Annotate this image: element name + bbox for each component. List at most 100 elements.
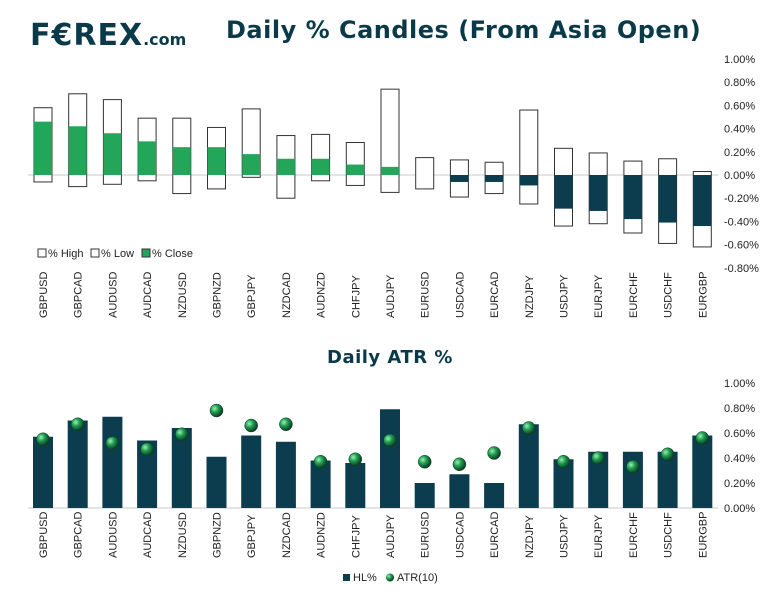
candle-close-bar: [658, 175, 677, 223]
candle-close-bar: [34, 121, 52, 175]
atr-x-tick-label: EURUSD: [420, 511, 432, 558]
candles-x-tick-label: NZDJPY: [524, 275, 536, 318]
candles-legend-label: % Close: [152, 248, 193, 260]
candle-close-bar: [450, 175, 469, 182]
candles-x-tick-label: AUDNZD: [316, 272, 328, 318]
atr-x-tick-label: GBPUSD: [38, 511, 50, 558]
hl-bar: [33, 436, 53, 508]
candle-close-bar: [485, 175, 504, 182]
atr-dot: [244, 418, 258, 433]
candles-x-tick-label: AUDJPY: [385, 274, 397, 318]
hl-bar: [137, 440, 158, 508]
forex-logo: F€REX.com: [30, 18, 186, 53]
atr-x-tick-label: AUDCAD: [142, 511, 154, 558]
atr-dot: [348, 452, 363, 466]
candles-x-tick-label: GBPCAD: [73, 271, 85, 318]
candles-legend-label: % High: [48, 248, 83, 260]
candle-close-bar: [693, 175, 712, 227]
hl-bar: [102, 416, 123, 508]
atr-x-tick-label: AUDUSD: [107, 511, 119, 558]
hl-bar: [449, 474, 470, 508]
candle-range-bar: [345, 142, 365, 186]
atr-y-tick-label: 0.00%: [724, 503, 755, 515]
hl-bar: [206, 456, 227, 508]
candles-x-tick-label: EURCHF: [628, 272, 640, 318]
candles-x-tick-label: EURCAD: [489, 271, 501, 318]
atr-y-tick-label: 1.00%: [724, 378, 755, 390]
atr-x-tick-label: AUDNZD: [316, 512, 328, 558]
atr-dot: [175, 427, 189, 441]
candle-close-bar: [242, 154, 261, 175]
hl-bar: [241, 435, 262, 508]
hl-bar: [518, 424, 539, 508]
atr-x-tick-label: NZDUSD: [177, 512, 189, 558]
candles-x-tick-label: CHFJPY: [350, 275, 362, 318]
candles-y-tick-label: 0.80%: [724, 77, 755, 89]
atr-x-tick-label: GBPNZD: [212, 512, 224, 558]
candles-chart-title: Daily % Candles (From Asia Open): [226, 16, 702, 44]
atr-x-tick-label: USDCHF: [663, 512, 675, 558]
atr-dot: [452, 457, 467, 471]
atr-x-tick-label: EURJPY: [593, 514, 605, 558]
candles-legend-swatch: [141, 248, 151, 258]
hl-bar: [588, 451, 609, 508]
hl-bar: [67, 420, 88, 508]
logo-suffix: .com: [143, 30, 187, 49]
atr-dot: [70, 417, 85, 431]
atr-y-tick-label: 0.60%: [724, 428, 755, 440]
hl-bar: [692, 435, 713, 508]
candles-y-tick-label: 0.20%: [724, 147, 755, 159]
candles-x-tick-label: EURUSD: [420, 271, 432, 318]
candles-y-tick-label: -0.80%: [724, 263, 759, 275]
atr-dot: [591, 451, 605, 465]
candle-close-bar: [554, 175, 573, 209]
candles-y-tick-label: 1.00%: [724, 54, 755, 66]
candles-legend-label: % Low: [101, 248, 134, 260]
logo-text: F€REX: [30, 18, 144, 53]
atr-dot: [140, 442, 154, 456]
atr-x-tick-label: USDJPY: [559, 514, 571, 558]
candles-x-tick-label: NZDUSD: [177, 272, 189, 318]
candles-x-tick-label: GBPJPY: [246, 274, 258, 318]
candles-x-tick-label: AUDCAD: [142, 271, 154, 318]
candle-close-bar: [346, 164, 365, 175]
candles-x-tick-label: NZDCAD: [281, 272, 293, 318]
candles-x-tick-label: AUDUSD: [107, 271, 119, 318]
atr-dot: [209, 403, 224, 418]
hl-bar: [553, 459, 574, 508]
candle-close-bar: [172, 147, 191, 175]
atr-dot: [556, 455, 571, 469]
candles-x-tick-label: GBPNZD: [212, 272, 224, 318]
candle-close-bar: [103, 133, 122, 175]
hl-bar: [275, 441, 296, 508]
atr-x-tick-label: EURCHF: [628, 512, 640, 558]
candle-range-bar: [519, 109, 539, 205]
atr-y-tick-label: 0.40%: [724, 453, 755, 465]
atr-legend-label-atr: ATR(10): [397, 572, 438, 584]
candles-x-tick-label: USDCAD: [454, 271, 466, 318]
candles-x-tick-label: GBPUSD: [38, 271, 50, 318]
candle-close-bar: [381, 166, 399, 175]
candles-x-tick-label: EURGBP: [697, 272, 709, 318]
atr-y-tick-label: 0.20%: [724, 478, 755, 490]
candle-close-bar: [311, 158, 330, 175]
candles-y-tick-label: -0.40%: [724, 216, 759, 228]
atr-dot: [279, 417, 293, 431]
atr-x-tick-label: NZDJPY: [524, 515, 536, 558]
candle-close-bar: [589, 175, 608, 211]
atr-legend-label-hl: HL%: [353, 572, 377, 584]
candle-close-bar: [276, 158, 295, 175]
hl-bar: [345, 463, 366, 508]
candles-y-tick-label: 0.00%: [724, 170, 755, 182]
hl-bar: [171, 428, 192, 508]
atr-x-tick-label: GBPCAD: [73, 511, 85, 558]
atr-y-tick-label: 0.80%: [724, 403, 755, 415]
candles-x-tick-label: EURJPY: [593, 274, 605, 318]
atr-dot: [626, 460, 640, 474]
atr-x-tick-label: EURCAD: [489, 511, 501, 558]
candle-close-bar: [68, 126, 87, 175]
atr-x-tick-label: EURGBP: [697, 512, 709, 558]
candles-x-tick-label: USDCHF: [663, 272, 675, 318]
hl-bar: [380, 409, 400, 508]
